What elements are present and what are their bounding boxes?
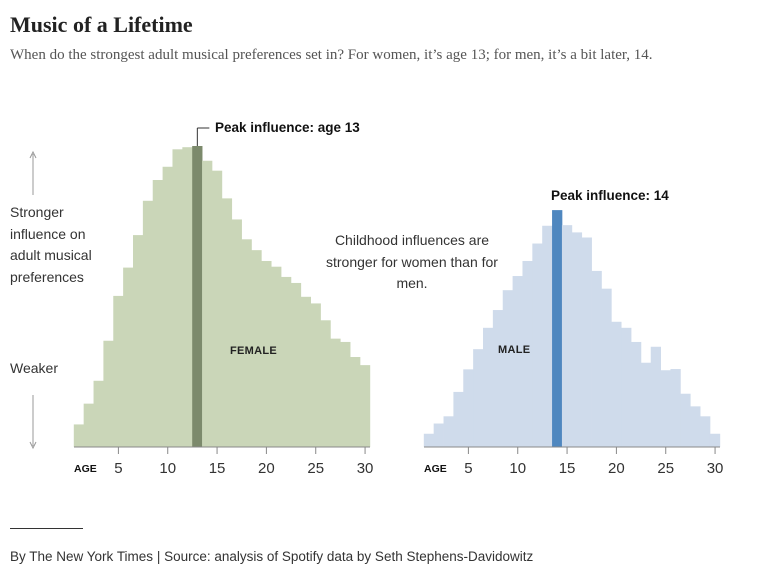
male-bar-age-30 bbox=[709, 433, 721, 447]
female-bar-age-9 bbox=[152, 180, 163, 447]
female-bar-age-13 bbox=[192, 146, 203, 447]
male-chart: 5 10 15 20 25 30 AGE bbox=[423, 210, 724, 477]
male-bar-age-4 bbox=[453, 391, 464, 447]
female-bar-age-19 bbox=[251, 250, 262, 447]
male-tick-label: 30 bbox=[707, 460, 724, 477]
male-bar-age-10 bbox=[512, 276, 523, 447]
female-tick-label: 25 bbox=[307, 460, 324, 477]
male-bar-age-22 bbox=[631, 341, 642, 447]
female-bar-age-3 bbox=[93, 380, 104, 447]
female-tick-label: 10 bbox=[159, 460, 176, 477]
female-bar-age-21 bbox=[271, 266, 282, 447]
female-bar-age-20 bbox=[261, 260, 272, 447]
female-bar-age-10 bbox=[162, 166, 173, 448]
male-bar-age-19 bbox=[601, 288, 612, 447]
male-bar-age-28 bbox=[690, 406, 701, 447]
female-bar-age-22 bbox=[281, 276, 292, 447]
female-tick-label: 20 bbox=[258, 460, 275, 477]
female-bar-age-16 bbox=[221, 198, 233, 447]
male-bar-age-3 bbox=[443, 416, 454, 447]
female-bar-age-6 bbox=[123, 267, 134, 447]
male-label: MALE bbox=[498, 344, 531, 356]
footer-rule bbox=[10, 528, 83, 529]
male-bar-age-24 bbox=[650, 346, 661, 447]
female-bar-age-23 bbox=[290, 282, 302, 447]
male-bar-age-18 bbox=[591, 270, 602, 447]
male-axis-label: AGE bbox=[424, 463, 447, 475]
male-bar-age-29 bbox=[700, 416, 711, 447]
female-bar-age-25 bbox=[310, 303, 321, 447]
source-credit: By The New York Times | Source: analysis… bbox=[10, 549, 534, 564]
male-bar-age-20 bbox=[611, 321, 622, 447]
female-bar-age-29 bbox=[350, 357, 361, 447]
female-label: FEMALE bbox=[230, 345, 278, 357]
female-bar-age-15 bbox=[211, 170, 223, 447]
male-tick-label: 15 bbox=[559, 460, 576, 477]
male-bar-age-23 bbox=[640, 362, 652, 447]
female-bar-age-26 bbox=[320, 320, 331, 447]
male-tick-label: 10 bbox=[509, 460, 526, 477]
male-bar-age-21 bbox=[621, 327, 632, 447]
male-bar-age-11 bbox=[522, 260, 533, 447]
male-bar-age-8 bbox=[492, 310, 504, 447]
male-bar-age-6 bbox=[473, 349, 484, 447]
female-bar-age-18 bbox=[241, 239, 252, 447]
female-bar-age-24 bbox=[300, 296, 311, 447]
chart-subtitle: When do the strongest adult musical pref… bbox=[10, 47, 653, 63]
male-bar-age-1 bbox=[423, 433, 435, 447]
female-bar-age-2 bbox=[83, 403, 94, 447]
chart-title: Music of a Lifetime bbox=[10, 12, 193, 37]
male-peak-label: Peak influence: 14 bbox=[551, 188, 669, 203]
male-bar-age-26 bbox=[670, 369, 681, 447]
female-bar-age-7 bbox=[133, 235, 144, 447]
male-bar-age-5 bbox=[463, 369, 474, 447]
female-bar-age-28 bbox=[340, 341, 351, 447]
female-bar-age-27 bbox=[330, 338, 341, 447]
female-bar-age-14 bbox=[202, 160, 213, 447]
female-tick-label: 15 bbox=[209, 460, 226, 477]
male-bar-age-13 bbox=[542, 225, 553, 447]
female-peak-label: Peak influence: age 13 bbox=[215, 120, 360, 135]
female-bar-age-4 bbox=[103, 340, 114, 447]
male-bar-age-17 bbox=[581, 237, 592, 447]
female-bar-age-11 bbox=[172, 149, 183, 447]
male-bar-age-27 bbox=[680, 393, 691, 447]
male-bar-age-16 bbox=[571, 232, 583, 447]
male-bar-age-9 bbox=[502, 290, 513, 447]
weaker-label: Weaker bbox=[10, 360, 58, 376]
influence-arrow bbox=[29, 150, 37, 450]
female-bar-age-12 bbox=[182, 147, 193, 448]
male-tick-label: 20 bbox=[608, 460, 625, 477]
male-bar-age-2 bbox=[433, 423, 444, 447]
female-bar-age-8 bbox=[142, 200, 154, 447]
female-axis-label: AGE bbox=[74, 463, 97, 475]
female-tick-label: 30 bbox=[357, 460, 374, 477]
male-tick-label: 5 bbox=[464, 460, 472, 477]
stronger-label: Stronger influence on adult musical pref… bbox=[10, 204, 92, 285]
male-bar-age-7 bbox=[483, 327, 494, 447]
male-bar-age-14 bbox=[552, 210, 563, 447]
male-bar-age-12 bbox=[532, 243, 543, 447]
male-tick-label: 25 bbox=[657, 460, 674, 477]
annotation: Childhood influences are stronger for wo… bbox=[326, 232, 498, 291]
female-bar-age-1 bbox=[73, 424, 85, 447]
female-chart: 5 10 15 20 25 30 AGE bbox=[73, 127, 374, 477]
female-bar-age-5 bbox=[113, 295, 124, 447]
female-bar-age-30 bbox=[359, 365, 371, 447]
male-bar-age-25 bbox=[660, 370, 671, 447]
female-tick-label: 5 bbox=[114, 460, 122, 477]
male-bar-age-15 bbox=[561, 225, 573, 447]
female-bar-age-17 bbox=[231, 219, 242, 447]
